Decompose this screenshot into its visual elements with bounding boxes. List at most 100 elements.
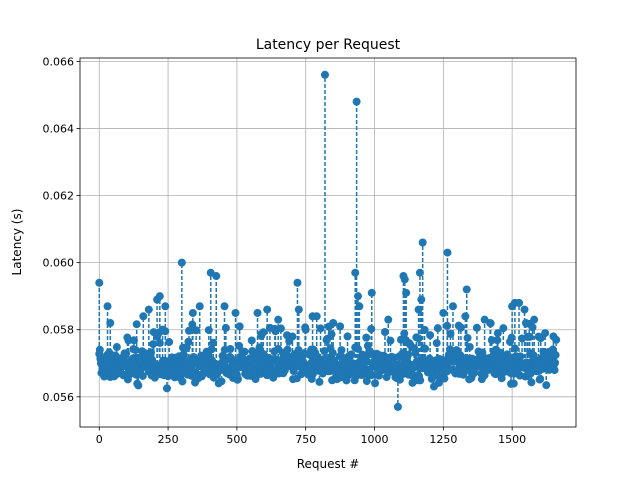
data-point [195, 302, 204, 311]
data-point [363, 357, 372, 366]
data-point [147, 348, 156, 357]
data-point [367, 371, 376, 380]
data-point [552, 335, 561, 344]
data-point [516, 352, 525, 361]
y-axis-label: Latency (s) [10, 209, 24, 276]
data-point [367, 324, 376, 333]
data-point [207, 345, 216, 354]
y-tick-label: 0.062 [43, 190, 75, 203]
x-axis-label: Request # [297, 457, 360, 471]
data-point [393, 402, 402, 411]
data-point [184, 337, 193, 346]
data-point [426, 331, 435, 340]
chart-title: Latency per Request [256, 37, 401, 53]
data-point [507, 333, 516, 342]
data-point [354, 292, 363, 301]
data-point [551, 358, 560, 367]
y-tick-label: 0.060 [43, 257, 75, 270]
data-point [247, 336, 256, 345]
data-point [536, 374, 545, 383]
data-point [235, 322, 244, 331]
data-point [231, 308, 240, 317]
data-point [134, 381, 143, 390]
data-point [497, 374, 506, 383]
data-point [253, 308, 262, 317]
data-point [501, 363, 510, 372]
y-tick-label: 0.066 [43, 55, 75, 68]
plot-frame [79, 57, 577, 428]
data-point [179, 350, 188, 359]
data-point [315, 377, 324, 386]
x-tick-label: 1250 [429, 433, 457, 446]
data-point [226, 345, 235, 354]
x-tick-label: 0 [96, 433, 103, 446]
data-point [367, 288, 376, 297]
data-point [411, 349, 420, 358]
data-point [351, 268, 360, 277]
data-point [542, 381, 551, 390]
data-point [420, 325, 429, 334]
data-point [301, 325, 310, 334]
data-point [187, 366, 196, 375]
data-point [320, 70, 329, 79]
data-point [414, 334, 423, 343]
data-point [144, 305, 153, 314]
data-layer [95, 70, 561, 411]
data-point [161, 302, 170, 311]
data-point [354, 344, 363, 353]
data-point [162, 384, 171, 393]
data-point [178, 377, 187, 386]
data-point [416, 376, 425, 385]
data-point [440, 374, 449, 383]
data-point [418, 238, 427, 247]
data-point [204, 326, 213, 335]
data-point [446, 329, 455, 338]
y-tick-label: 0.064 [43, 122, 75, 135]
data-point [106, 319, 115, 328]
data-point [465, 342, 474, 351]
data-point [100, 372, 109, 381]
data-point [221, 323, 230, 332]
data-point [439, 308, 448, 317]
data-point [336, 322, 345, 331]
data-point [276, 324, 285, 333]
data-point [329, 319, 338, 328]
data-point [472, 323, 481, 332]
data-point [155, 338, 164, 347]
data-point [456, 323, 465, 332]
data-point [274, 315, 283, 324]
data-point [400, 329, 409, 338]
data-point [429, 372, 438, 381]
data-point [112, 343, 121, 352]
data-point [240, 347, 249, 356]
data-point [491, 345, 500, 354]
data-point [347, 350, 356, 359]
data-point [384, 315, 393, 324]
data-point [443, 248, 452, 257]
x-tick-label: 1500 [498, 433, 526, 446]
data-point [528, 323, 537, 332]
data-point [433, 324, 442, 333]
data-point [122, 349, 131, 358]
data-point [343, 332, 352, 341]
data-point [255, 343, 264, 352]
data-point [352, 97, 361, 106]
data-point [355, 302, 364, 311]
data-point [269, 373, 278, 382]
data-point [308, 369, 317, 378]
data-point [128, 354, 137, 363]
data-point [132, 320, 141, 329]
data-point [149, 340, 158, 349]
data-point [312, 312, 321, 321]
data-point [499, 324, 508, 333]
data-point [217, 377, 226, 386]
data-point [320, 347, 329, 356]
y-tick-label: 0.056 [43, 391, 75, 404]
data-point [316, 324, 325, 333]
data-point [294, 305, 303, 314]
x-tick-label: 250 [158, 433, 179, 446]
data-point [209, 338, 218, 347]
data-point [493, 329, 502, 338]
